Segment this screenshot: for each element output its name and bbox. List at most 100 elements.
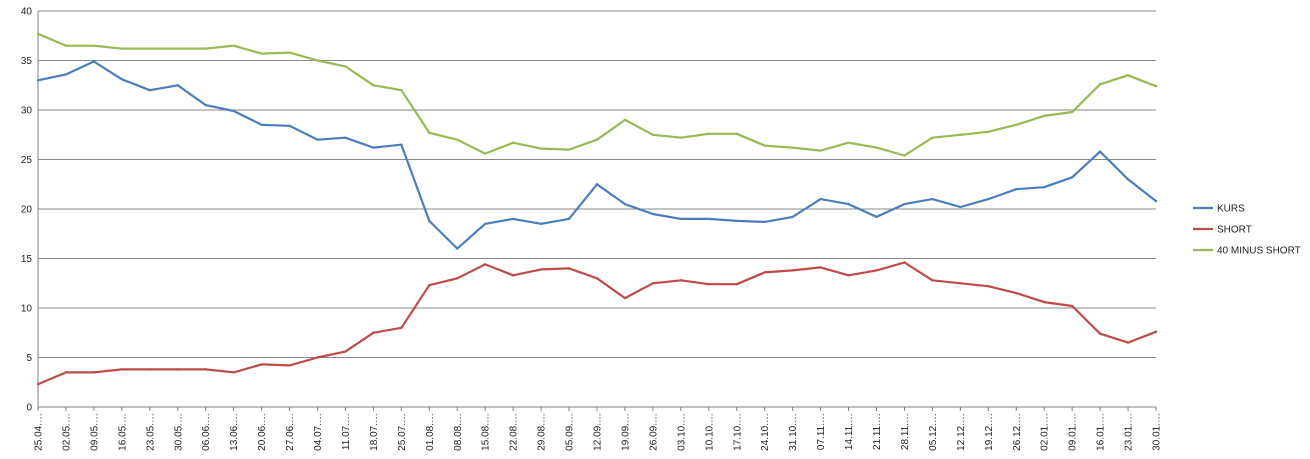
data-point xyxy=(288,124,291,128)
data-point xyxy=(428,219,431,223)
y-tick-label: 40 xyxy=(21,7,33,18)
x-tick-label: 28.11.… xyxy=(900,413,911,450)
data-point xyxy=(204,103,207,107)
data-point xyxy=(679,136,683,139)
y-tick-label: 20 xyxy=(21,205,33,216)
gridlines xyxy=(38,10,1156,408)
x-tick-label: 02.05.… xyxy=(61,413,72,451)
data-point xyxy=(344,136,347,139)
y-tick-label: 30 xyxy=(21,106,33,117)
x-tick-label: 19.09.… xyxy=(620,413,631,451)
data-point xyxy=(260,363,263,366)
data-point xyxy=(679,279,683,282)
data-point xyxy=(456,247,459,250)
x-tick-label: 07.11.… xyxy=(816,413,827,450)
x-tick-label: 13.06.… xyxy=(229,413,240,451)
x-tick-label: 10.10.… xyxy=(704,413,715,451)
data-point xyxy=(344,350,347,353)
data-point xyxy=(931,136,934,139)
x-tick-label: 08.08.… xyxy=(453,413,464,451)
x-tick-label: 24.10.… xyxy=(760,413,771,451)
data-point xyxy=(539,147,543,150)
data-point xyxy=(120,368,124,371)
data-point xyxy=(456,138,459,141)
data-point xyxy=(819,149,822,152)
data-point xyxy=(1015,188,1018,191)
x-tick-label: 05.12.… xyxy=(928,413,939,451)
legend-label: 40 MINUS SHORT xyxy=(1217,246,1301,257)
series-lines xyxy=(36,32,1158,386)
series-line-40-minus-short xyxy=(37,32,1157,157)
data-point xyxy=(232,371,235,374)
data-point xyxy=(791,269,794,272)
data-point xyxy=(511,217,515,221)
x-tick-label: 27.06.… xyxy=(285,413,296,451)
data-point xyxy=(260,123,263,127)
y-tick-label: 10 xyxy=(21,304,33,315)
data-point xyxy=(791,146,794,149)
data-point xyxy=(959,282,962,285)
y-tick-label: 0 xyxy=(26,403,32,414)
data-point xyxy=(484,222,487,226)
data-point xyxy=(623,202,627,206)
x-tick-label: 19.12.… xyxy=(984,413,995,451)
data-point xyxy=(651,282,655,285)
data-point xyxy=(1098,332,1102,335)
data-point xyxy=(847,202,850,206)
data-point xyxy=(36,32,40,35)
x-tick-label: 15.08.… xyxy=(481,413,492,451)
data-point xyxy=(735,219,738,223)
data-point xyxy=(176,84,179,87)
data-point xyxy=(1070,110,1074,114)
data-point xyxy=(1070,304,1074,308)
data-point xyxy=(120,47,124,50)
x-tick-label: 09.01.… xyxy=(1068,413,1079,451)
data-point xyxy=(1154,330,1158,333)
data-point xyxy=(176,368,179,371)
x-tick-label: 12.12.… xyxy=(956,413,967,451)
data-point xyxy=(148,368,151,371)
data-point xyxy=(875,215,878,219)
x-tick-label: 20.06.… xyxy=(257,413,268,451)
data-point xyxy=(400,143,403,146)
x-tick-label: 30.01.… xyxy=(1152,413,1163,451)
series-line-kurs xyxy=(37,60,1157,250)
data-point xyxy=(567,217,571,221)
data-point xyxy=(567,267,571,270)
series-line-short xyxy=(37,261,1157,386)
legend-label: KURS xyxy=(1217,204,1245,215)
data-point xyxy=(428,284,431,287)
data-point xyxy=(1154,85,1158,88)
data-point xyxy=(511,274,515,277)
data-point xyxy=(316,59,319,62)
x-tick-label: 16.05.… xyxy=(117,413,128,451)
data-point xyxy=(791,215,794,219)
data-point xyxy=(539,268,543,271)
data-point xyxy=(1154,199,1158,203)
x-tick-label: 03.10.… xyxy=(676,413,687,451)
data-point xyxy=(595,183,599,186)
x-tick-label: 06.06.… xyxy=(201,413,212,451)
data-point xyxy=(1015,291,1018,295)
data-point xyxy=(1126,178,1130,181)
data-point xyxy=(232,44,235,47)
x-tick-label: 14.11.… xyxy=(844,413,855,450)
data-point xyxy=(763,271,766,274)
x-tick-label: 26.09.… xyxy=(648,413,659,451)
data-point xyxy=(204,368,207,371)
data-point xyxy=(819,266,822,269)
data-point xyxy=(595,138,599,141)
data-point xyxy=(64,73,68,76)
data-point xyxy=(987,285,990,288)
data-point xyxy=(763,144,766,147)
data-point xyxy=(204,47,207,50)
data-point xyxy=(707,217,710,221)
data-point xyxy=(707,132,710,135)
data-point xyxy=(1015,123,1018,127)
data-point xyxy=(260,52,263,55)
data-point xyxy=(400,326,403,329)
x-tick-label: 05.09.… xyxy=(565,413,576,451)
x-tick-label: 30.05.… xyxy=(173,413,184,451)
data-point xyxy=(931,197,934,201)
data-point xyxy=(763,220,766,224)
